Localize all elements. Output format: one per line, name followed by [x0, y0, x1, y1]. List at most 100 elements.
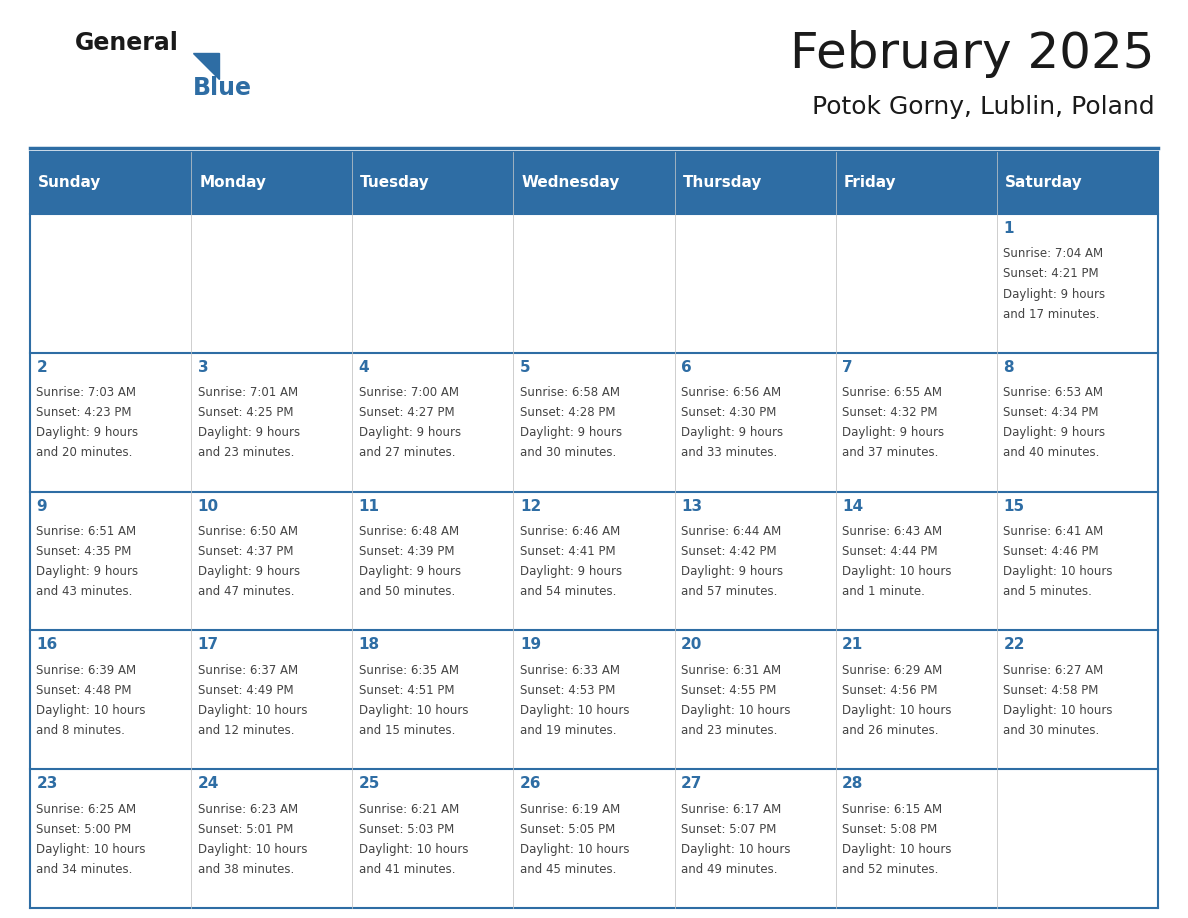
Text: 11: 11 [359, 498, 380, 513]
Text: Daylight: 10 hours: Daylight: 10 hours [842, 704, 952, 717]
Text: Sunrise: 6:43 AM: Sunrise: 6:43 AM [842, 525, 942, 538]
Text: Daylight: 9 hours: Daylight: 9 hours [37, 565, 139, 578]
Text: Sunrise: 6:23 AM: Sunrise: 6:23 AM [197, 802, 298, 815]
Text: Sunrise: 7:04 AM: Sunrise: 7:04 AM [1004, 247, 1104, 261]
Bar [30, 769, 191, 908]
Text: Sunrise: 6:50 AM: Sunrise: 6:50 AM [197, 525, 297, 538]
Bar [675, 769, 835, 908]
Text: 7: 7 [842, 360, 853, 375]
Text: 12: 12 [520, 498, 541, 513]
Text: Sunset: 4:35 PM: Sunset: 4:35 PM [37, 545, 132, 558]
Text: 14: 14 [842, 498, 864, 513]
Bar [353, 214, 513, 353]
Text: 4: 4 [359, 360, 369, 375]
Text: Sunrise: 7:01 AM: Sunrise: 7:01 AM [197, 386, 298, 399]
Text: and 23 minutes.: and 23 minutes. [197, 446, 293, 460]
Text: and 30 minutes.: and 30 minutes. [1004, 724, 1100, 737]
Bar [997, 214, 1158, 353]
Text: 9: 9 [37, 498, 48, 513]
Text: 23: 23 [37, 776, 58, 791]
Bar [513, 769, 675, 908]
Text: Sunset: 4:23 PM: Sunset: 4:23 PM [37, 407, 132, 420]
Text: and 8 minutes.: and 8 minutes. [37, 724, 125, 737]
Text: and 12 minutes.: and 12 minutes. [197, 724, 295, 737]
Text: 27: 27 [681, 776, 702, 791]
Text: 3: 3 [197, 360, 208, 375]
Text: General: General [75, 31, 179, 55]
Text: Daylight: 10 hours: Daylight: 10 hours [842, 843, 952, 856]
Text: and 54 minutes.: and 54 minutes. [520, 586, 617, 599]
Bar [30, 214, 191, 353]
Bar [353, 492, 513, 631]
Text: Sunrise: 6:19 AM: Sunrise: 6:19 AM [520, 802, 620, 815]
Text: Daylight: 9 hours: Daylight: 9 hours [520, 565, 623, 578]
Text: and 45 minutes.: and 45 minutes. [520, 863, 617, 876]
Text: Sunrise: 6:15 AM: Sunrise: 6:15 AM [842, 802, 942, 815]
Text: Daylight: 10 hours: Daylight: 10 hours [1004, 565, 1113, 578]
Bar [353, 631, 513, 769]
Text: Daylight: 10 hours: Daylight: 10 hours [197, 843, 307, 856]
Text: Daylight: 10 hours: Daylight: 10 hours [197, 704, 307, 717]
Bar [675, 353, 835, 492]
Text: Sunrise: 6:39 AM: Sunrise: 6:39 AM [37, 664, 137, 677]
Bar [835, 353, 997, 492]
Text: Sunset: 4:51 PM: Sunset: 4:51 PM [359, 684, 454, 697]
Text: 21: 21 [842, 637, 864, 653]
Text: Sunset: 5:05 PM: Sunset: 5:05 PM [520, 823, 615, 835]
Text: Sunset: 4:25 PM: Sunset: 4:25 PM [197, 407, 293, 420]
Text: Daylight: 10 hours: Daylight: 10 hours [681, 843, 790, 856]
Text: and 30 minutes.: and 30 minutes. [520, 446, 617, 460]
Bar [513, 152, 675, 214]
Text: Daylight: 10 hours: Daylight: 10 hours [1004, 704, 1113, 717]
Text: Sunset: 4:44 PM: Sunset: 4:44 PM [842, 545, 937, 558]
Bar [191, 631, 353, 769]
Bar [513, 353, 675, 492]
Text: and 40 minutes.: and 40 minutes. [1004, 446, 1100, 460]
Text: and 38 minutes.: and 38 minutes. [197, 863, 293, 876]
Text: Sunrise: 6:44 AM: Sunrise: 6:44 AM [681, 525, 782, 538]
Text: 26: 26 [520, 776, 542, 791]
Text: Sunrise: 6:58 AM: Sunrise: 6:58 AM [520, 386, 620, 399]
Text: Daylight: 10 hours: Daylight: 10 hours [359, 704, 468, 717]
Text: Daylight: 10 hours: Daylight: 10 hours [37, 704, 146, 717]
Text: Daylight: 9 hours: Daylight: 9 hours [681, 565, 783, 578]
Bar [997, 152, 1158, 214]
Text: and 34 minutes.: and 34 minutes. [37, 863, 133, 876]
Text: Daylight: 9 hours: Daylight: 9 hours [681, 426, 783, 440]
Bar [675, 214, 835, 353]
Text: Sunrise: 6:51 AM: Sunrise: 6:51 AM [37, 525, 137, 538]
Text: and 19 minutes.: and 19 minutes. [520, 724, 617, 737]
Text: Sunset: 4:32 PM: Sunset: 4:32 PM [842, 407, 937, 420]
Text: 2: 2 [37, 360, 48, 375]
Text: Sunset: 4:58 PM: Sunset: 4:58 PM [1004, 684, 1099, 697]
Text: 25: 25 [359, 776, 380, 791]
Text: Daylight: 10 hours: Daylight: 10 hours [37, 843, 146, 856]
Text: and 20 minutes.: and 20 minutes. [37, 446, 133, 460]
Bar [513, 492, 675, 631]
Text: Sunset: 4:53 PM: Sunset: 4:53 PM [520, 684, 615, 697]
Text: Sunrise: 6:27 AM: Sunrise: 6:27 AM [1004, 664, 1104, 677]
Text: Sunset: 5:07 PM: Sunset: 5:07 PM [681, 823, 777, 835]
Text: Sunset: 4:21 PM: Sunset: 4:21 PM [1004, 267, 1099, 280]
Text: Daylight: 9 hours: Daylight: 9 hours [37, 426, 139, 440]
Bar [191, 492, 353, 631]
Text: Daylight: 9 hours: Daylight: 9 hours [520, 426, 623, 440]
Text: Sunset: 4:34 PM: Sunset: 4:34 PM [1004, 407, 1099, 420]
Text: and 23 minutes.: and 23 minutes. [681, 724, 777, 737]
Text: Daylight: 9 hours: Daylight: 9 hours [197, 426, 299, 440]
Text: and 50 minutes.: and 50 minutes. [359, 586, 455, 599]
Text: Daylight: 9 hours: Daylight: 9 hours [359, 565, 461, 578]
Text: 5: 5 [520, 360, 531, 375]
Text: Daylight: 9 hours: Daylight: 9 hours [1004, 287, 1105, 300]
Text: Sunset: 4:48 PM: Sunset: 4:48 PM [37, 684, 132, 697]
Text: 10: 10 [197, 498, 219, 513]
Text: 28: 28 [842, 776, 864, 791]
Text: and 43 minutes.: and 43 minutes. [37, 586, 133, 599]
Text: Daylight: 10 hours: Daylight: 10 hours [520, 843, 630, 856]
Text: Sunrise: 6:29 AM: Sunrise: 6:29 AM [842, 664, 942, 677]
Text: and 47 minutes.: and 47 minutes. [197, 586, 295, 599]
Text: Thursday: Thursday [683, 175, 762, 191]
Text: and 33 minutes.: and 33 minutes. [681, 446, 777, 460]
Text: and 15 minutes.: and 15 minutes. [359, 724, 455, 737]
Text: Wednesday: Wednesday [522, 175, 620, 191]
